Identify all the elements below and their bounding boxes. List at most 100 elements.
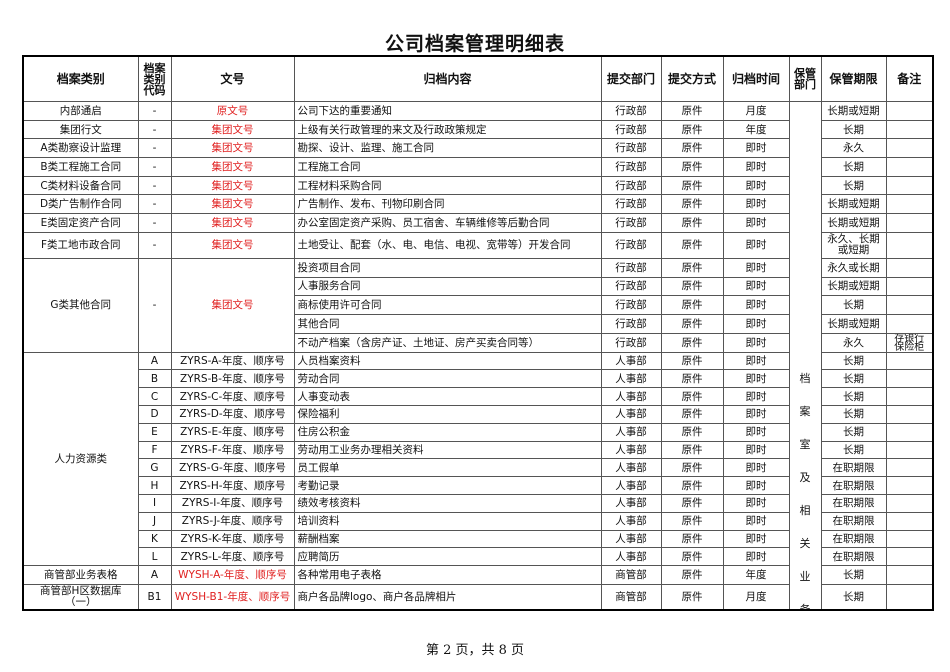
retention-period-cell: 在职期限 bbox=[820, 493, 887, 513]
doc-no-cell: ZYRS-F-年度、顺序号 bbox=[170, 440, 295, 460]
archive-time-cell: 即时 bbox=[722, 511, 790, 531]
table-row: E ZYRS-E-年度、顺序号 住房公积金 人事部 原件 即时 长期 bbox=[23, 422, 934, 442]
retention-period-cell: 长期 bbox=[820, 369, 887, 389]
keeper-char: 相 bbox=[799, 504, 811, 517]
retention-period-cell: 长期 bbox=[820, 351, 887, 371]
note-cell bbox=[885, 295, 934, 315]
submit-dept-cell: 人事部 bbox=[600, 511, 662, 531]
note-cell bbox=[885, 565, 934, 585]
header-keeper-dept: 保管部门 bbox=[788, 55, 822, 102]
doc-no-cell: 集团文号 bbox=[170, 213, 295, 233]
category-code-cell: E bbox=[137, 422, 172, 442]
archive-time-cell: 即时 bbox=[722, 529, 790, 549]
category-code-cell: K bbox=[137, 529, 172, 549]
category-cell: 集团行文 bbox=[22, 119, 139, 140]
page-title: 公司档案管理明细表 bbox=[384, 33, 565, 55]
note-cell bbox=[885, 101, 934, 121]
doc-no-cell: 集团文号 bbox=[170, 231, 295, 259]
category-cell: C类材料设备合同 bbox=[22, 175, 139, 196]
doc-no-cell: ZYRS-B-年度、顺序号 bbox=[170, 369, 295, 389]
retention-period-cell: 长期 bbox=[820, 404, 887, 424]
content-cell: 劳动用工业务办理相关资料 bbox=[293, 440, 602, 460]
keeper-char: 案 bbox=[799, 405, 811, 418]
submit-dept-cell: 人事部 bbox=[600, 351, 662, 371]
submit-method-cell: 原件 bbox=[660, 404, 724, 424]
submit-method-cell: 原件 bbox=[660, 493, 724, 513]
content-cell: 土地受让、配套（水、电、电信、电视、宽带等）开发合同 bbox=[293, 231, 602, 259]
submit-dept-cell: 人事部 bbox=[600, 422, 662, 442]
submit-dept-cell: 人事部 bbox=[600, 404, 662, 424]
table-row: E类固定资产合同 - 集团文号 办公室固定资产采购、员工宿舍、车辆维修等后勤合同 行政部… bbox=[22, 213, 934, 233]
retention-period-cell: 长期 bbox=[820, 565, 887, 585]
table-row: F ZYRS-F-年度、顺序号 劳动用工业务办理相关资料 人事部 原件 即时 长期 bbox=[23, 440, 934, 460]
submit-method-cell: 原件 bbox=[660, 351, 724, 371]
table-row: F类工地市政合同 - 集团文号 土地受让、配套（水、电、电信、电视、宽带等）开发合同行… bbox=[22, 231, 934, 259]
doc-no-cell: 集团文号 bbox=[170, 194, 295, 215]
archive-time-cell: 即时 bbox=[722, 213, 790, 233]
archive-time-cell: 月度 bbox=[722, 101, 790, 121]
submit-method-cell: 原件 bbox=[660, 276, 724, 297]
table-row: 人力资源类 A ZYRS-A-年度、顺序号 人员档案资料 人事部 原件 即时 长期 bbox=[22, 351, 934, 567]
keeper-char: 业 bbox=[799, 570, 811, 583]
content-cell: 公司下达的重要通知 bbox=[293, 101, 602, 121]
content-cell: 办公室固定资产采购、员工宿舍、车辆维修等后勤合同 bbox=[293, 213, 602, 233]
submit-method-cell: 原件 bbox=[660, 476, 724, 495]
category-code-cell: C bbox=[137, 387, 172, 406]
header-keeper-dept-text: 保管部门 bbox=[794, 67, 816, 91]
retention-period-cell: 长期或短期 bbox=[820, 313, 887, 334]
doc-no-cell: 集团文号 bbox=[170, 175, 295, 196]
content-cell: 人事服务合同 bbox=[293, 276, 602, 297]
retention-period-cell: 永久或长期 bbox=[820, 257, 887, 278]
note-cell bbox=[885, 440, 934, 460]
category-code-cell: F bbox=[137, 440, 172, 460]
header-category-code: 档案类别代码 bbox=[137, 55, 172, 102]
content-cell: 人员档案资料 bbox=[293, 351, 602, 371]
archive-time-cell: 即时 bbox=[722, 476, 790, 495]
table-row: G类其他合同 - 集团文号 投资项目合同 行政部 原件 即时 永久或长期 bbox=[22, 257, 934, 353]
table-row: 商管部业务表格 A WYSH-A-年度、顺序号 各种常用电子表格 商管部 原件 年度 长期 bbox=[22, 565, 934, 585]
content-cell: 劳动合同 bbox=[293, 369, 602, 389]
submit-dept-cell: 行政部 bbox=[600, 194, 662, 215]
category-code-cell: J bbox=[137, 511, 172, 531]
archive-time-cell: 即时 bbox=[722, 276, 790, 297]
submit-dept-cell: 行政部 bbox=[600, 332, 662, 353]
submit-dept-cell: 人事部 bbox=[600, 387, 662, 406]
archive-time-cell: 年度 bbox=[722, 119, 790, 140]
header-row: 档案类别 档案类别代码 文号 归档内容 提交部门 提交方式 归档时间 保管部门 … bbox=[22, 55, 934, 102]
category-code-cell: B bbox=[137, 369, 172, 389]
note-cell bbox=[885, 404, 934, 424]
submit-method-cell: 原件 bbox=[660, 458, 724, 478]
category-code-cell: B1 bbox=[137, 583, 172, 611]
retention-period-cell: 长期或短期 bbox=[820, 276, 887, 297]
table-row: 人事服务合同 行政部 原件 即时 长期或短期 bbox=[23, 276, 934, 297]
table-row: 集团行文 - 集团文号 上级有关行政管理的来文及行政政策规定 行政部 原件 年度 长期 bbox=[22, 119, 934, 140]
retention-period-cell: 长期 bbox=[820, 295, 887, 315]
doc-no-cell: 集团文号 bbox=[170, 119, 295, 140]
table-row: G ZYRS-G-年度、顺序号 员工假单 人事部 原件 即时 在职期限 bbox=[23, 458, 934, 478]
category-code-cell: D bbox=[137, 404, 172, 424]
header-category-code-text: 档案类别代码 bbox=[143, 61, 166, 97]
category-cell: B类工程施工合同 bbox=[22, 157, 139, 177]
archive-table: 档案类别 档案类别代码 文号 归档内容 提交部门 提交方式 归档时间 保管部门 … bbox=[22, 55, 934, 612]
archive-time-cell: 即时 bbox=[722, 313, 790, 334]
retention-period-cell: 永久、长期或短期 bbox=[820, 231, 887, 259]
category-cell: D类广告制作合同 bbox=[22, 194, 139, 215]
category-cell: A类勘察设计监理 bbox=[22, 138, 139, 159]
keeper-char: 室 bbox=[799, 438, 811, 451]
doc-no-cell: WYSH-A-年度、顺序号 bbox=[170, 565, 295, 585]
submit-dept-cell: 人事部 bbox=[600, 369, 662, 389]
retention-period-cell: 长期 bbox=[820, 175, 887, 196]
retention-period-cell: 长期 bbox=[820, 119, 887, 140]
retention-period-cell: 长期或短期 bbox=[820, 101, 887, 121]
category-code-cell: H bbox=[137, 476, 172, 495]
note-cell bbox=[885, 387, 934, 406]
retention-period-cell: 在职期限 bbox=[820, 511, 887, 531]
content-cell: 勘探、设计、监理、施工合同 bbox=[293, 138, 602, 159]
submit-dept-cell: 行政部 bbox=[600, 213, 662, 233]
category-code-cell: L bbox=[137, 547, 172, 567]
content-cell: 应聘简历 bbox=[293, 547, 602, 567]
content-cell: 其他合同 bbox=[293, 313, 602, 334]
category-cell: 内部通启 bbox=[22, 101, 139, 121]
note-cell: 存银行保险柜 bbox=[885, 332, 934, 353]
note-cell bbox=[885, 369, 934, 389]
